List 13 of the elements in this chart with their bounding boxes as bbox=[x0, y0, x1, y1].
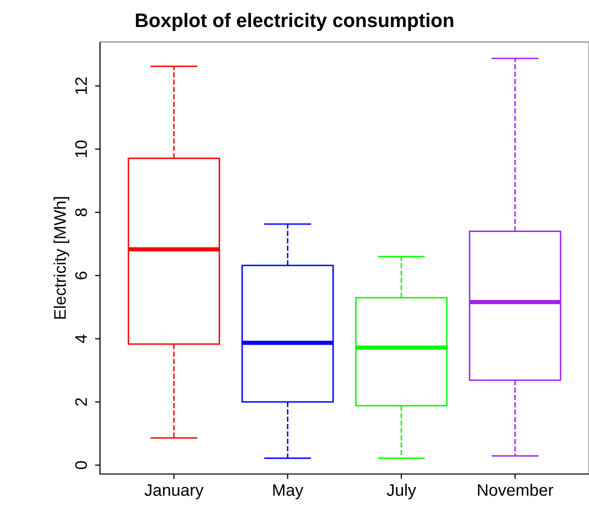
y-tick-label: 10 bbox=[75, 140, 87, 158]
y-axis-title: Electricity [MWh] bbox=[54, 197, 70, 319]
y-tick-label: 4 bbox=[75, 334, 87, 343]
y-tick-label: 6 bbox=[75, 272, 87, 280]
y-tick-label: 8 bbox=[75, 208, 87, 216]
x-tick-label: January bbox=[144, 484, 204, 500]
chart-title: Boxplot of electricity consumption bbox=[136, 12, 454, 32]
y-tick-label: 0 bbox=[75, 461, 87, 470]
x-tick-label: November bbox=[478, 484, 554, 496]
x-tick-label: May bbox=[273, 484, 304, 500]
y-tick-label: 2 bbox=[75, 398, 87, 406]
x-tick-label: July bbox=[386, 484, 416, 500]
y-tick-label: 12 bbox=[75, 77, 87, 94]
